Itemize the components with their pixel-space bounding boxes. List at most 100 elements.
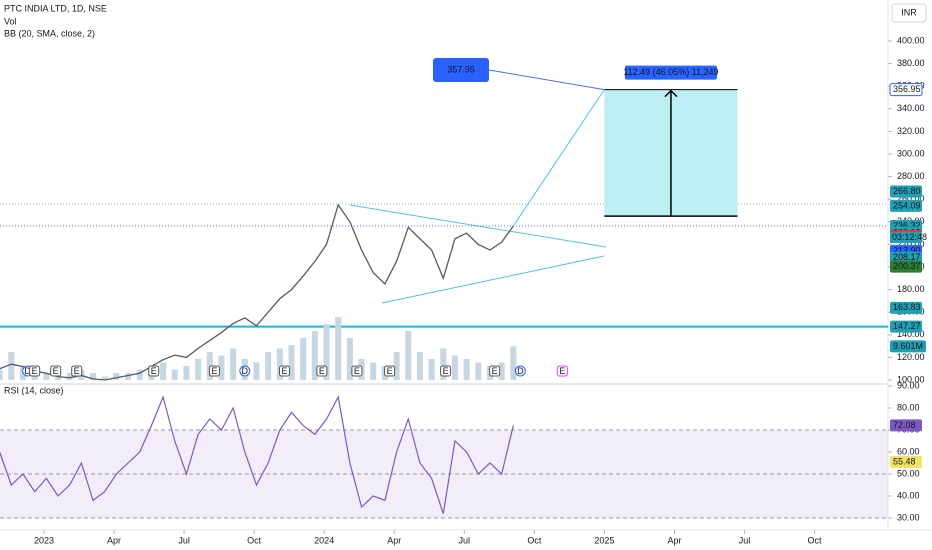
event-icon <box>316 365 328 377</box>
price-tag-label: 254.09 <box>893 200 921 210</box>
price-tag-label: 213.90 <box>893 246 921 256</box>
price-tag-label: 200.37 <box>893 261 921 271</box>
volume-tag-label: 9.601M <box>893 341 923 351</box>
x-tick-label: 2024 <box>314 535 334 545</box>
x-tick-label: Apr <box>667 535 681 545</box>
event-label: E <box>443 366 449 376</box>
x-tick-label: Apr <box>387 535 401 545</box>
volume-bar <box>43 373 50 380</box>
volume-bar <box>346 338 353 380</box>
event-label: E <box>211 366 217 376</box>
event-label: E <box>74 366 80 376</box>
countdown: 03:12:48 <box>892 232 927 242</box>
x-tick-label: Apr <box>107 535 121 545</box>
volume-bar <box>8 352 15 380</box>
volume-bar <box>160 362 167 380</box>
y-tick-label: 90.00 <box>897 380 920 390</box>
event-icon <box>148 365 160 377</box>
y-tick-label: 140.00 <box>897 329 925 339</box>
countdown-box <box>890 231 922 243</box>
y-tick-label: 180.00 <box>897 284 925 294</box>
event-label: E <box>387 366 393 376</box>
volume-bar <box>90 373 97 380</box>
stats: 112.49 (46.05%) 11,249 <box>623 67 718 77</box>
volume-bar <box>451 355 458 380</box>
event-label: E <box>151 366 157 376</box>
volume-tag <box>890 340 926 353</box>
event-icon <box>279 365 291 377</box>
volume-bar <box>510 346 517 380</box>
price-tag <box>890 199 922 212</box>
volume-bar <box>405 331 412 380</box>
volume-bar <box>440 348 447 380</box>
volume-bar <box>101 376 108 380</box>
volume-bar <box>288 345 295 380</box>
y-tick-label: 400.00 <box>897 35 925 45</box>
y-tick-label: 280.00 <box>897 171 925 181</box>
price-tag-label: 266.80 <box>893 186 921 196</box>
price-tag-label: 236.32 <box>893 220 921 230</box>
volume-bar <box>370 362 377 380</box>
indicator: Vol <box>4 16 17 26</box>
event-icon <box>239 365 251 377</box>
projection <box>512 89 605 227</box>
volume-bar <box>265 352 272 380</box>
price-tag-label: 208.17 <box>893 252 921 262</box>
x-tick-label: 2023 <box>34 535 54 545</box>
volume-bar <box>183 366 190 380</box>
event-label: D <box>24 366 31 376</box>
volume-bar <box>498 362 505 380</box>
volume-bar <box>113 373 120 380</box>
trend-line <box>381 255 605 304</box>
target-label-box <box>433 58 489 82</box>
event-label: E <box>281 366 287 376</box>
volume-bar <box>463 359 470 380</box>
y-tick-label: 380.00 <box>897 58 925 68</box>
currency[interactable]: INR <box>901 7 917 17</box>
rsi-title: RSI (14, close) <box>4 385 64 395</box>
rsi-tag <box>890 455 922 468</box>
target-label: 357.95 <box>447 64 475 74</box>
x-tick-label: Jul <box>178 535 190 545</box>
y-tick-label: 50.00 <box>897 468 920 478</box>
y-tick-label: 260.00 <box>897 194 925 204</box>
volume-bar <box>300 338 307 380</box>
volume-bar <box>171 369 178 380</box>
currency-box[interactable] <box>891 3 927 23</box>
event-icon <box>556 365 568 377</box>
x-tick-label: Oct <box>808 535 823 545</box>
volume-bar <box>55 376 62 380</box>
rsi-tag <box>890 419 922 432</box>
arrow-head <box>664 89 678 98</box>
y-tick-label: 60.00 <box>897 446 920 456</box>
event-label: E <box>32 366 38 376</box>
x-tick-label: Jul <box>739 535 751 545</box>
volume-bar <box>195 359 202 380</box>
event-label: D <box>242 366 249 376</box>
volume-bar <box>66 373 73 380</box>
price-tag-label: 163.83 <box>893 302 921 312</box>
rsi-tag-label: 72.08 <box>893 420 916 430</box>
chart-title: PTC INDIA LTD, 1D, NSE <box>4 3 107 13</box>
event-label: D <box>517 366 524 376</box>
volume-bar <box>416 352 423 380</box>
price-tag <box>890 320 922 333</box>
volume-bar <box>323 324 330 380</box>
series-line <box>0 395 514 514</box>
y-tick-label: 220.00 <box>897 239 925 249</box>
event-icon <box>514 365 526 377</box>
stats-box <box>624 65 717 80</box>
event-label: E <box>319 366 325 376</box>
event-icon <box>208 365 220 377</box>
event-icon <box>384 365 396 377</box>
x-tick-label: Jul <box>459 535 471 545</box>
rsi-tag-label: 55.48 <box>893 456 916 466</box>
price-tag <box>890 260 922 273</box>
event-label: E <box>559 366 565 376</box>
volume-bar <box>230 348 237 380</box>
volume-bar <box>253 362 260 380</box>
y-tick-label: 120.00 <box>897 352 925 362</box>
y-tick-label: 100.00 <box>897 374 925 384</box>
